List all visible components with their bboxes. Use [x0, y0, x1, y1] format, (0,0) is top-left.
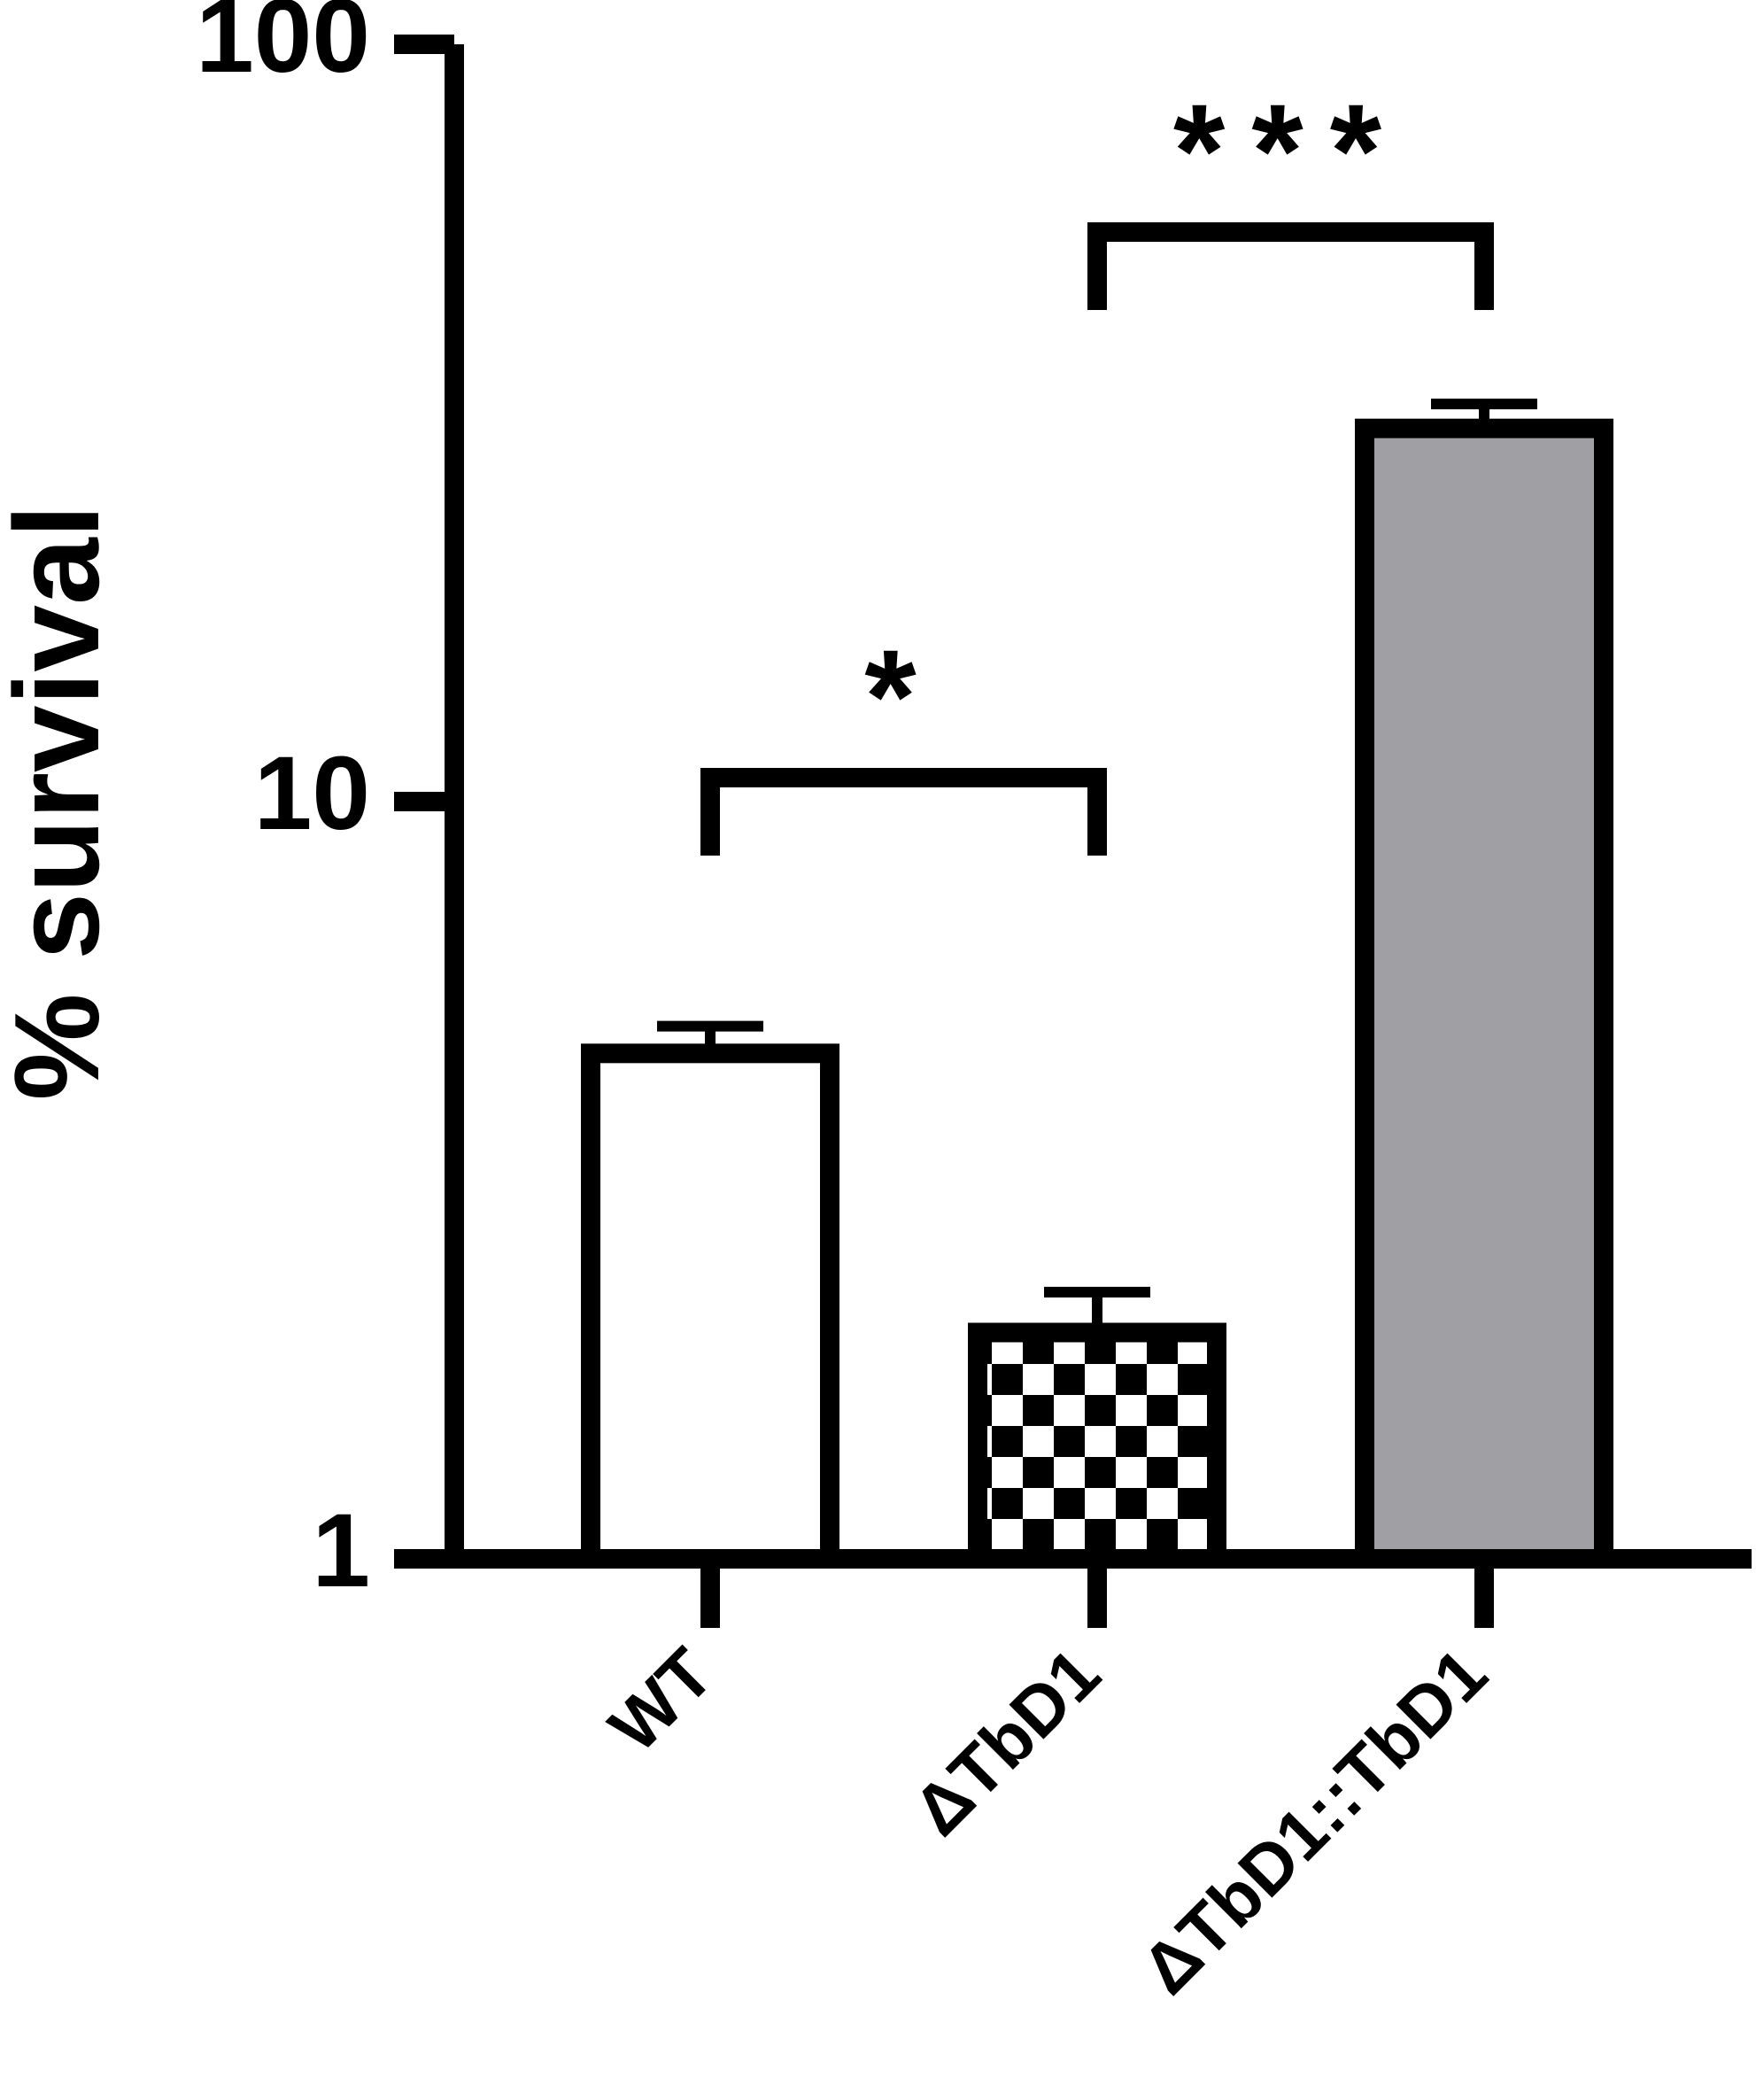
y-tick-label: 100 [196, 0, 370, 95]
bar [968, 1322, 1226, 1569]
x-tick-label: ΔTbD1 [898, 1633, 1115, 1850]
bar [1355, 418, 1613, 1569]
y-axis-label: % survival [0, 505, 124, 1101]
x-tick-label: WT [594, 1633, 728, 1767]
significance-label: *** [1173, 76, 1408, 225]
y-tick-label: 1 [312, 1492, 370, 1609]
significance-label: * [864, 622, 942, 771]
significance-bracket [1087, 222, 1494, 310]
x-tick-label: ΔTbD1::TbD1 [1126, 1633, 1502, 2009]
y-tick-label: 10 [254, 735, 370, 852]
significance-bracket [700, 768, 1107, 856]
bar [581, 1043, 839, 1569]
